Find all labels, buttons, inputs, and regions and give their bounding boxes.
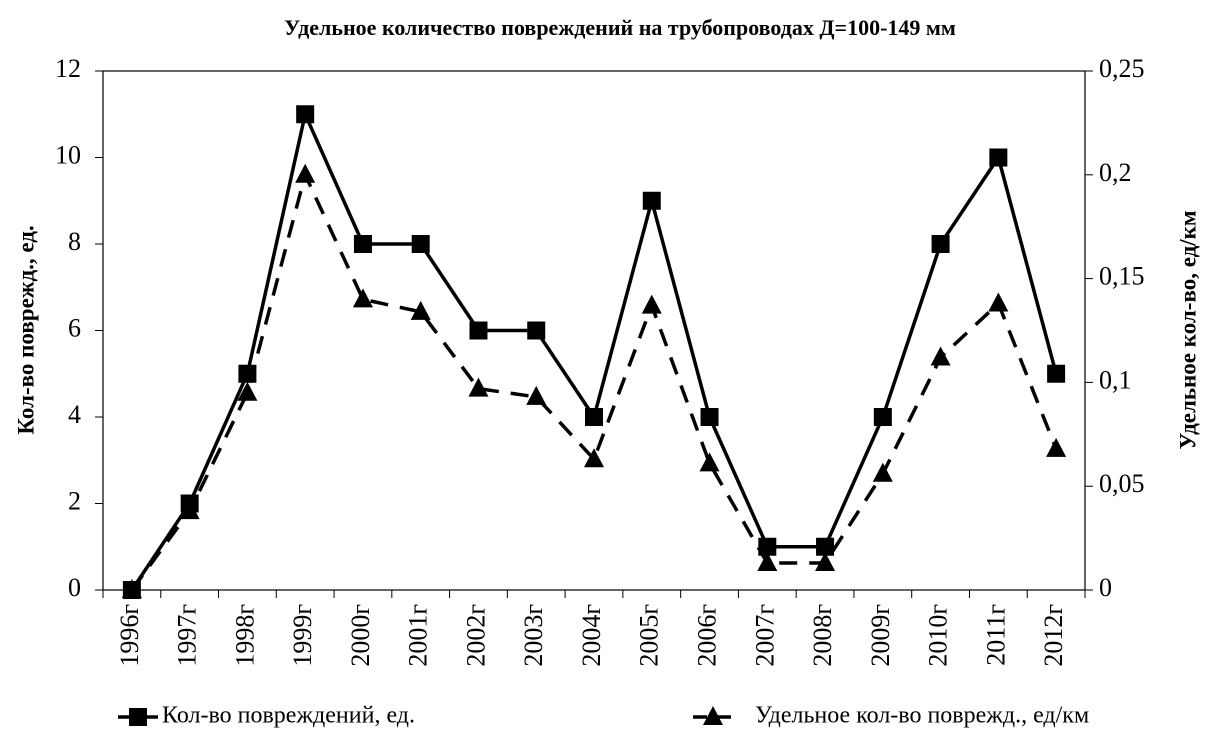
series-marker <box>584 448 604 468</box>
legend-label: Удельное кол-во поврежд., ед/км <box>755 703 1089 729</box>
y-tick-label: 0 <box>68 573 81 602</box>
x-tick-label: 2003г <box>519 604 548 667</box>
legend-marker <box>703 706 723 725</box>
y-axis-title: Кол-во поврежд., ед. <box>13 225 38 434</box>
x-tick-label: 2005г <box>635 604 664 667</box>
x-tick-label: 1997г <box>173 604 202 667</box>
y2-tick-label: 0,15 <box>1099 262 1145 291</box>
x-tick-label: 2012г <box>1039 604 1068 667</box>
x-tick-label: 2004г <box>577 604 606 667</box>
x-tick-label: 2011г <box>981 604 1010 666</box>
x-tick-label: 2009г <box>866 604 895 667</box>
series-marker <box>353 235 372 253</box>
y2-axis-title: Удельное кол-во, ед/км <box>1175 210 1200 449</box>
y2-tick-label: 0,2 <box>1099 158 1132 187</box>
series-line <box>130 169 1058 592</box>
series-marker <box>295 163 316 183</box>
series-marker <box>410 300 431 320</box>
series-marker <box>930 346 951 366</box>
y2-tick-label: 0,1 <box>1099 365 1132 394</box>
series-marker <box>469 321 488 340</box>
series-marker <box>872 462 893 482</box>
legend-label: Кол-во повреждений, ед. <box>162 703 415 729</box>
x-tick-label: 2010г <box>924 604 953 667</box>
y-tick-label: 12 <box>55 54 81 83</box>
series-line <box>130 108 1058 591</box>
series-marker <box>815 552 836 572</box>
series-marker <box>816 537 835 556</box>
series-marker <box>526 385 547 405</box>
x-tick-label: 2006г <box>692 604 721 667</box>
series-marker <box>296 105 315 124</box>
series-marker <box>1047 364 1066 383</box>
x-tick-label: 1996г <box>115 604 144 667</box>
series-marker <box>758 537 777 556</box>
series-marker <box>352 288 373 308</box>
series-marker <box>179 500 200 520</box>
series-marker <box>411 235 430 253</box>
x-tick-label: 2007г <box>750 604 779 667</box>
chart-title: Удельное количество повреждений на трубо… <box>284 15 956 40</box>
series-marker <box>873 408 892 426</box>
y-tick-label: 6 <box>68 313 81 342</box>
y-tick-label: 8 <box>68 227 81 256</box>
legend-marker <box>129 708 147 726</box>
x-tick-label: 2001г <box>404 604 433 667</box>
x-tick-label: 2002г <box>461 604 490 667</box>
series-marker <box>757 552 778 572</box>
y-tick-label: 4 <box>68 400 81 429</box>
y2-tick-label: 0,25 <box>1099 54 1145 83</box>
series-marker <box>641 294 662 314</box>
series-marker <box>585 408 603 426</box>
y-tick-label: 10 <box>55 140 81 169</box>
series-marker <box>699 452 720 472</box>
plot-frame <box>102 70 1086 591</box>
x-tick-label: 2000г <box>346 604 375 667</box>
series-marker <box>989 148 1008 167</box>
series-marker <box>1046 437 1067 457</box>
series-marker <box>527 321 546 340</box>
series-marker <box>642 191 661 210</box>
x-tick-label: 1998г <box>230 604 259 667</box>
y2-tick-label: 0 <box>1099 573 1112 602</box>
y-tick-label: 2 <box>68 486 81 515</box>
x-tick-label: 2008г <box>808 604 837 667</box>
series-marker <box>988 292 1009 312</box>
series-marker <box>931 235 950 253</box>
series-marker <box>121 579 142 598</box>
x-tick-label: 1999г <box>288 604 317 667</box>
series-marker <box>237 381 258 401</box>
series-marker <box>468 377 489 397</box>
series-marker <box>700 408 719 426</box>
y2-tick-label: 0,05 <box>1099 469 1145 498</box>
